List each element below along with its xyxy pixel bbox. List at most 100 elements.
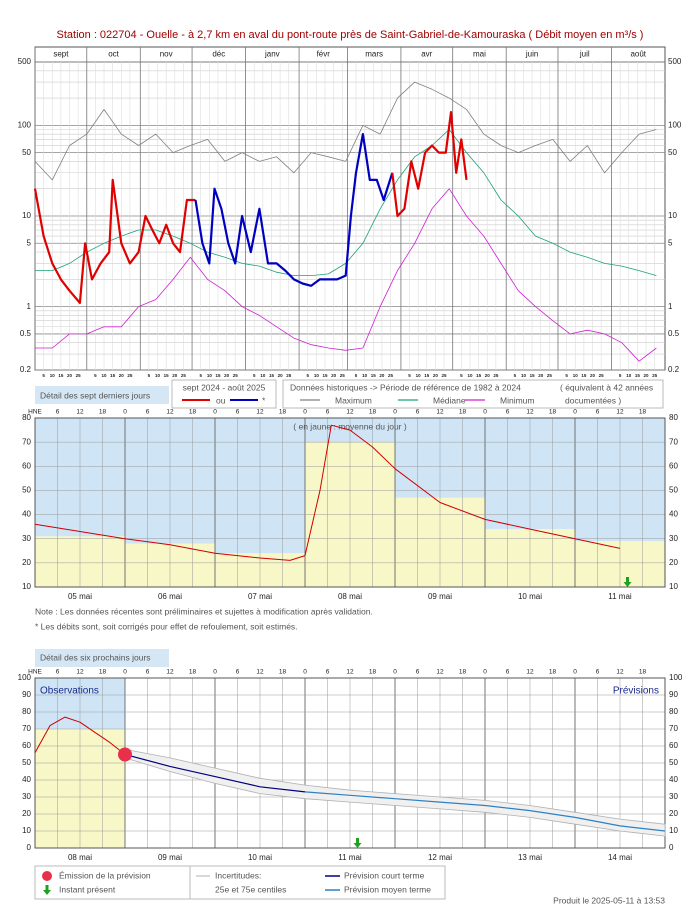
- y-tick-label: 50: [22, 148, 31, 157]
- y-tick-label: 50: [22, 758, 31, 767]
- hour-tick-label: 12: [166, 669, 174, 676]
- hour-tick-label: 6: [146, 409, 150, 416]
- day-tick-label: 10: [467, 373, 473, 378]
- day-tick-label: 15: [581, 373, 587, 378]
- legend-label: ou: [216, 395, 226, 405]
- y2-tick-label: 30: [669, 534, 678, 543]
- day-tick-label: 20: [67, 373, 73, 378]
- day-tick-label: 25: [547, 373, 553, 378]
- day-tick-label: 5: [460, 373, 463, 378]
- y-tick-label: 60: [22, 461, 31, 470]
- y2-tick-label: 1: [668, 302, 673, 311]
- hour-tick-label: 6: [506, 409, 510, 416]
- y2-tick-label: 10: [669, 582, 678, 591]
- day-tick-label: 5: [306, 373, 309, 378]
- day-tick-label: 25: [493, 373, 499, 378]
- plot-border: [34, 677, 666, 849]
- hour-tick-label: 12: [616, 669, 624, 676]
- x-tick-label: 06 mai: [158, 592, 182, 601]
- day-tick-label: 25: [233, 373, 239, 378]
- hour-tick-label: 0: [483, 409, 487, 416]
- hour-tick-label: 12: [256, 669, 264, 676]
- short-term-line: [124, 753, 306, 793]
- day-tick-label: 10: [207, 373, 213, 378]
- hour-tick-label: 12: [256, 409, 264, 416]
- y-tick-label: 30: [22, 792, 31, 801]
- day-tick-label: 15: [635, 373, 641, 378]
- day-tick-label: 25: [181, 373, 187, 378]
- x-tick-label: 13 mai: [518, 853, 542, 862]
- note: * Les débits sont, soit corrigés pour ef…: [35, 621, 298, 631]
- y-tick-label: 5: [27, 238, 32, 247]
- day-tick-label: 15: [215, 373, 221, 378]
- y-tick-label: 0: [27, 843, 32, 852]
- hour-tick-label: 18: [459, 669, 467, 676]
- y2-tick-label: 10: [668, 211, 677, 220]
- hour-axis-label: HNE: [28, 409, 42, 416]
- series-line: [35, 188, 657, 362]
- series-line: [34, 81, 657, 181]
- legend-label: Médiane: [433, 395, 466, 405]
- day-tick-label: 5: [94, 373, 97, 378]
- day-tick-label: 15: [476, 373, 482, 378]
- hour-tick-label: 6: [56, 669, 60, 676]
- y-tick-label: 50: [22, 486, 31, 495]
- y2-tick-label: 50: [669, 486, 678, 495]
- day-tick-label: 10: [416, 373, 422, 378]
- legend-box: [282, 379, 664, 409]
- y-tick-label: 70: [22, 724, 31, 733]
- day-tick-label: 25: [388, 373, 394, 378]
- hour-tick-label: 18: [189, 669, 197, 676]
- medium-term-line: [304, 791, 666, 832]
- y2-tick-label: 500: [668, 57, 682, 66]
- month-label: mai: [473, 50, 486, 59]
- hour-tick-label: 18: [99, 669, 107, 676]
- series-line: [391, 111, 468, 218]
- day-tick-label: 20: [172, 373, 178, 378]
- x-tick-label: 09 mai: [428, 592, 452, 601]
- day-tick-label: 10: [102, 373, 108, 378]
- month-label: avr: [421, 50, 432, 59]
- hour-tick-label: 6: [506, 669, 510, 676]
- legend-label: Émission de la prévision: [59, 870, 151, 880]
- panel-label: Détail des sept derniers jours: [40, 390, 150, 400]
- y2-tick-label: 0: [669, 843, 674, 852]
- day-tick-label: 10: [155, 373, 161, 378]
- x-tick-label: 10 mai: [518, 592, 542, 601]
- hour-tick-label: 6: [56, 409, 60, 416]
- y2-tick-label: 30: [669, 792, 678, 801]
- legend-label: Prévision moyen terme: [344, 884, 431, 894]
- day-tick-label: 25: [76, 373, 82, 378]
- day-tick-label: 5: [355, 373, 358, 378]
- y2-tick-label: 10: [669, 826, 678, 835]
- hour-tick-label: 18: [369, 409, 377, 416]
- hour-tick-label: 18: [639, 409, 647, 416]
- day-tick-label: 20: [644, 373, 650, 378]
- hour-tick-label: 6: [236, 669, 240, 676]
- hour-tick-label: 12: [346, 669, 354, 676]
- day-tick-label: 5: [199, 373, 202, 378]
- observations-label: Observations: [40, 686, 99, 697]
- hour-tick-label: 12: [346, 409, 354, 416]
- chart-title: Station : 022704 - Ouelle - à 2,7 km en …: [57, 29, 644, 41]
- day-tick-label: 10: [626, 373, 632, 378]
- legend-label: *: [262, 395, 266, 405]
- hour-tick-label: 6: [416, 669, 420, 676]
- y2-tick-label: 50: [668, 148, 677, 157]
- hour-tick-label: 6: [146, 669, 150, 676]
- month-label: nov: [160, 50, 173, 59]
- panel-label-bg: [35, 386, 169, 404]
- hour-tick-label: 6: [416, 409, 420, 416]
- present-marker: [623, 577, 632, 587]
- legend-title: Données historiques -> Période de référe…: [290, 382, 521, 392]
- y-tick-label: 80: [22, 413, 31, 422]
- hour-tick-label: 12: [616, 409, 624, 416]
- hour-tick-label: 0: [483, 669, 487, 676]
- hour-tick-label: 0: [213, 669, 217, 676]
- series-line: [33, 178, 196, 304]
- hour-tick-label: 6: [596, 409, 600, 416]
- x-tick-label: 05 mai: [68, 592, 92, 601]
- day-tick-label: 5: [42, 373, 45, 378]
- day-tick-label: 25: [340, 373, 346, 378]
- hour-tick-label: 12: [526, 409, 534, 416]
